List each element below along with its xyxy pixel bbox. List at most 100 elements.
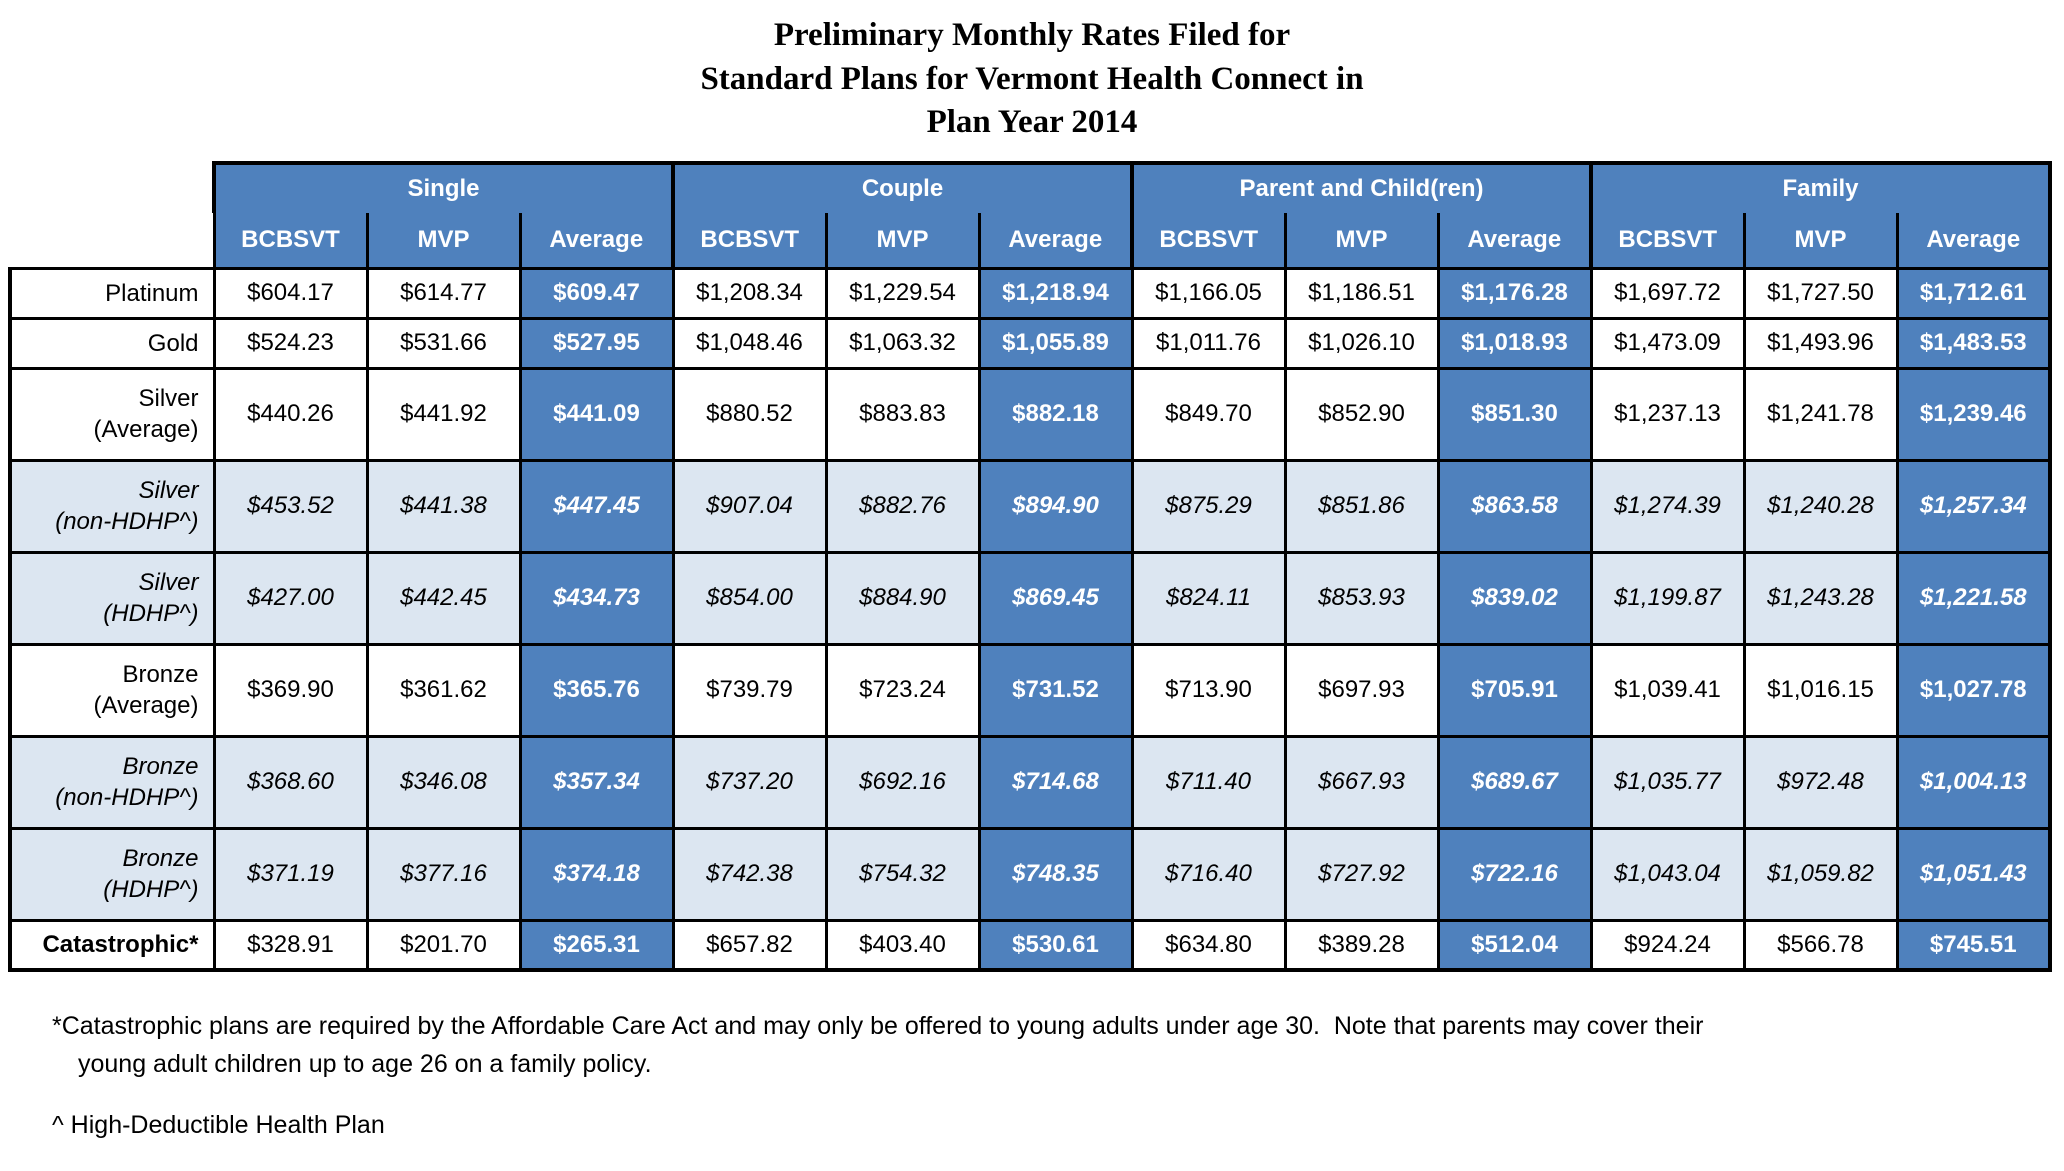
rate-cell: $711.40 <box>1130 734 1287 830</box>
table-row: Silver (non-HDHP^) $453.52 $441.38 $447.45 $… <box>8 458 2053 554</box>
rate-cell: $723.24 <box>824 642 981 738</box>
col-header-couple-bcbsvt: BCBSVT <box>671 212 827 270</box>
rate-cell: $201.70 <box>365 918 522 973</box>
average-cell: $748.35 <box>977 826 1134 922</box>
column-header-row: BCBSVT MVP Average BCBSVT MVP Average BC… <box>10 212 2053 270</box>
row-label: Platinum <box>8 266 216 320</box>
rate-cell: $1,016.15 <box>1742 642 1899 738</box>
table-row: Bronze (HDHP^) $371.19 $377.16 $374.18 $742.… <box>8 826 2053 922</box>
average-cell: $1,483.53 <box>1895 316 2053 370</box>
rate-cell: $1,274.39 <box>1589 458 1746 554</box>
rate-cell: $1,241.78 <box>1742 366 1899 462</box>
rate-cell: $566.78 <box>1742 918 1899 973</box>
col-header-couple-average: Average <box>977 212 1135 270</box>
rate-cell: $531.66 <box>365 316 522 370</box>
rate-cell: $361.62 <box>365 642 522 738</box>
row-label: Silver (HDHP^) <box>8 550 216 646</box>
rate-cell: $604.17 <box>212 266 369 320</box>
rate-cell: $853.93 <box>1283 550 1440 646</box>
average-cell: $1,221.58 <box>1895 550 2053 646</box>
row-label: Gold <box>8 316 216 370</box>
rate-cell: $883.83 <box>824 366 981 462</box>
col-header-family-mvp: MVP <box>1742 212 1898 270</box>
average-cell: $1,712.61 <box>1895 266 2053 320</box>
col-header-couple-mvp: MVP <box>824 212 980 270</box>
average-cell: $1,018.93 <box>1436 316 1593 370</box>
rate-cell: $1,011.76 <box>1130 316 1287 370</box>
row-label: Silver (Average) <box>8 366 216 462</box>
rate-cell: $849.70 <box>1130 366 1287 462</box>
rate-cell: $403.40 <box>824 918 981 973</box>
rate-cell: $1,039.41 <box>1589 642 1746 738</box>
rate-cell: $737.20 <box>671 734 828 830</box>
col-header-family-bcbsvt: BCBSVT <box>1589 212 1745 270</box>
rate-cell: $657.82 <box>671 918 828 973</box>
rate-cell: $1,473.09 <box>1589 316 1746 370</box>
rate-cell: $1,727.50 <box>1742 266 1899 320</box>
rate-cell: $453.52 <box>212 458 369 554</box>
average-cell: $441.09 <box>518 366 675 462</box>
average-cell: $894.90 <box>977 458 1134 554</box>
rate-cell: $1,035.77 <box>1589 734 1746 830</box>
row-label: Bronze (non-HDHP^) <box>8 734 216 830</box>
title-line-2: Standard Plans for Vermont Health Connec… <box>700 60 1364 97</box>
rate-cell: $754.32 <box>824 826 981 922</box>
group-header-couple: Couple <box>671 160 1135 213</box>
corner-cell <box>10 212 214 269</box>
average-cell: $869.45 <box>977 550 1134 646</box>
average-cell: $530.61 <box>977 918 1134 973</box>
group-header-single: Single <box>211 160 676 213</box>
average-cell: $882.18 <box>977 366 1134 462</box>
rate-cell: $377.16 <box>365 826 522 922</box>
rate-cell: $634.80 <box>1130 918 1287 973</box>
table-row: Bronze (non-HDHP^) $368.60 $346.08 $357.34 $… <box>8 734 2053 830</box>
rate-cell: $346.08 <box>365 734 522 830</box>
footnote-hdhp: ^ High-Deductible Health Plan <box>52 1111 385 1140</box>
col-header-single-mvp: MVP <box>365 212 520 270</box>
rate-cell: $1,186.51 <box>1283 266 1440 320</box>
col-header-parent-bcbsvt: BCBSVT <box>1130 212 1286 270</box>
average-cell: $745.51 <box>1895 918 2053 973</box>
rate-cell: $1,059.82 <box>1742 826 1899 922</box>
rates-tbody: Platinum $604.17 $614.77 $609.47 $1,208.34 $1… <box>8 266 2053 973</box>
rate-cell: $1,166.05 <box>1130 266 1287 320</box>
rate-cell: $1,229.54 <box>824 266 981 320</box>
rate-cell: $1,240.28 <box>1742 458 1899 554</box>
average-cell: $705.91 <box>1436 642 1593 738</box>
rate-cell: $371.19 <box>212 826 369 922</box>
table-row: Bronze (Average) $369.90 $361.62 $365.76 $73… <box>8 642 2053 738</box>
rate-cell: $1,208.34 <box>671 266 828 320</box>
table-row: Silver (Average) $440.26 $441.92 $441.09 $88… <box>8 366 2053 462</box>
rate-cell: $882.76 <box>824 458 981 554</box>
rate-cell: $880.52 <box>671 366 828 462</box>
col-header-parent-average: Average <box>1436 212 1594 270</box>
rate-cell: $1,243.28 <box>1742 550 1899 646</box>
rate-cell: $727.92 <box>1283 826 1440 922</box>
rate-cell: $1,063.32 <box>824 316 981 370</box>
corner-cell <box>10 162 214 213</box>
rate-cell: $739.79 <box>671 642 828 738</box>
rate-cell: $369.90 <box>212 642 369 738</box>
group-header-family: Family <box>1589 160 2053 213</box>
rate-cell: $1,026.10 <box>1283 316 1440 370</box>
rate-cell: $884.90 <box>824 550 981 646</box>
rate-cell: $427.00 <box>212 550 369 646</box>
average-cell: $1,004.13 <box>1895 734 2053 830</box>
rate-cell: $442.45 <box>365 550 522 646</box>
rate-cell: $1,043.04 <box>1589 826 1746 922</box>
average-cell: $689.67 <box>1436 734 1593 830</box>
table-row: Silver (HDHP^) $427.00 $442.45 $434.73 $854.… <box>8 550 2053 646</box>
average-cell: $714.68 <box>977 734 1134 830</box>
col-header-parent-mvp: MVP <box>1283 212 1439 270</box>
rate-cell: $824.11 <box>1130 550 1287 646</box>
col-header-family-average: Average <box>1895 212 2053 270</box>
average-cell: $357.34 <box>518 734 675 830</box>
rate-cell: $389.28 <box>1283 918 1440 973</box>
average-cell: $527.95 <box>518 316 675 370</box>
rate-cell: $907.04 <box>671 458 828 554</box>
rate-cell: $1,048.46 <box>671 316 828 370</box>
col-header-single-bcbsvt: BCBSVT <box>212 212 367 270</box>
rates-table: Single Couple Parent and Child(ren) Fami… <box>8 160 2053 973</box>
col-header-single-average: Average <box>518 212 676 270</box>
rate-cell: $742.38 <box>671 826 828 922</box>
